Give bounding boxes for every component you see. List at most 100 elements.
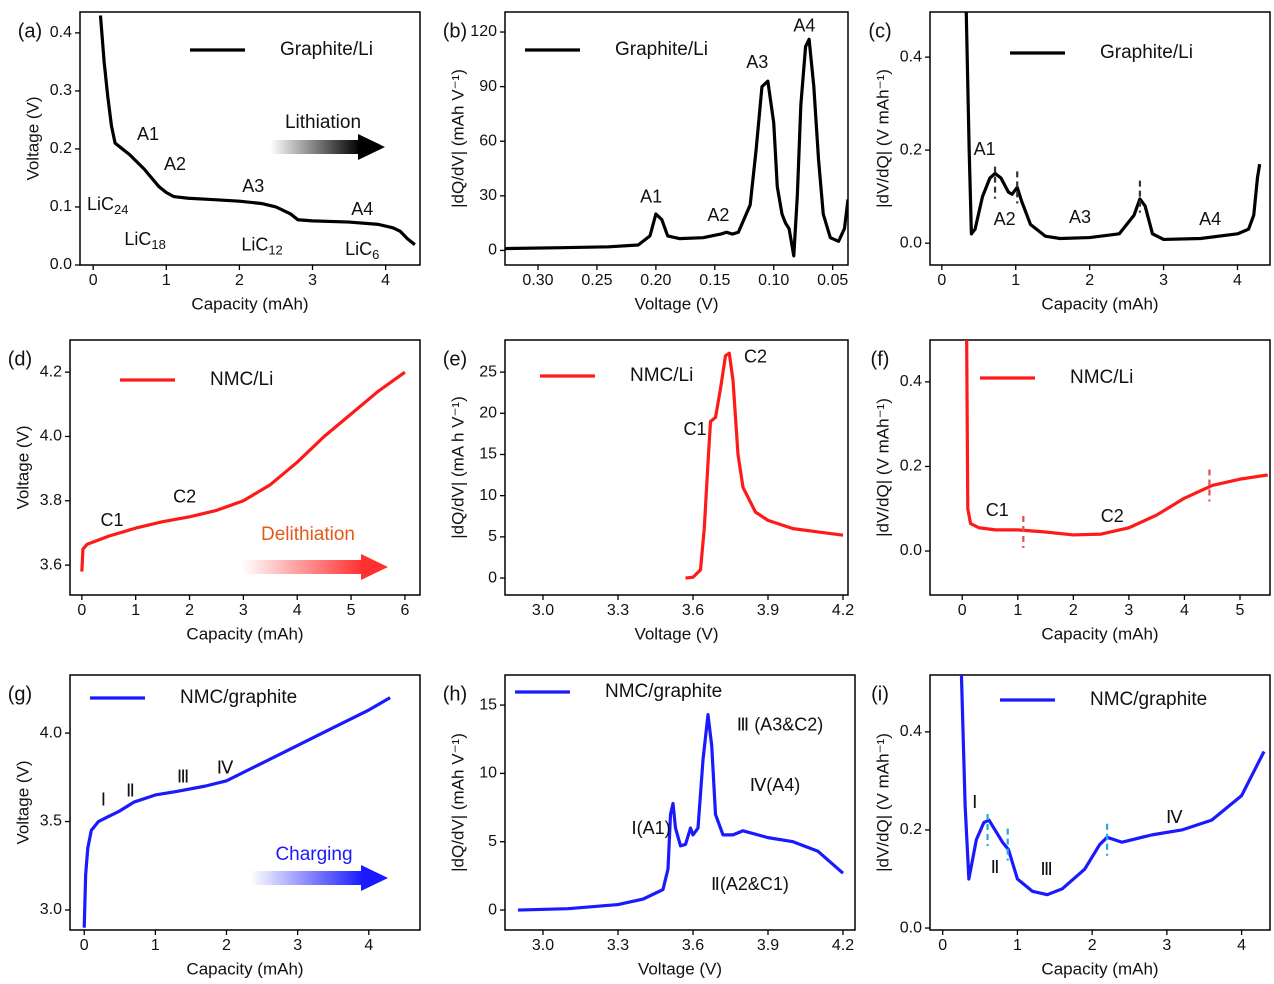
y-tick-label: 0.2: [900, 458, 922, 475]
y-tick-label: 5: [488, 528, 497, 545]
annotation-text: A4: [793, 15, 815, 35]
data-line: [685, 351, 844, 580]
data-line: [505, 37, 848, 258]
y-tick-label: 15: [479, 696, 497, 713]
annotation-text: Ⅱ: [991, 857, 1000, 877]
y-tick-label: 15: [479, 446, 497, 463]
x-tick-label: 2: [1088, 937, 1097, 954]
y-axis-label: |dV/dQ| (V mAh⁻¹): [873, 69, 892, 208]
legend-label: Graphite/Li: [280, 39, 373, 60]
x-axis-label: Voltage (V): [634, 624, 718, 643]
y-tick-label: 4.0: [40, 724, 62, 741]
annotation: A3: [242, 176, 264, 196]
direction-label: Lithiation: [285, 112, 361, 133]
y-tick-label: 0.0: [50, 256, 72, 273]
annotation: Ⅰ: [101, 789, 106, 809]
y-tick-label: 0: [488, 901, 497, 918]
annotation: A2: [164, 154, 186, 174]
x-tick-label: 2: [235, 272, 244, 289]
annotation-text: LiC: [345, 239, 372, 259]
x-tick-label: 1: [151, 937, 160, 954]
x-tick-label: 0.20: [640, 272, 671, 289]
annotation: C2: [1101, 506, 1124, 526]
annotation-text: Ⅰ(A1): [631, 818, 670, 838]
annotation: A1: [640, 186, 662, 206]
x-axis-label: Voltage (V): [634, 294, 718, 313]
y-tick-label: 3.5: [40, 813, 62, 830]
y-tick-label: 0.4: [900, 373, 922, 390]
plot-frame: [929, 674, 1271, 931]
annotation: A1: [974, 139, 996, 159]
panel: 0 1 2 3 4 5 0.0 0.2 0.4 Capacity (mAh) |dV/dQ| (V …: [871, 339, 1271, 643]
y-tick-label: 60: [479, 132, 497, 149]
annotation-subscript: 18: [151, 237, 165, 252]
x-axis-label: Voltage (V): [638, 959, 722, 978]
panel-label: (c): [868, 20, 891, 42]
y-axis-label: |dQ/dV| (mAh V⁻¹): [448, 733, 467, 872]
panel-label: (f): [871, 348, 890, 370]
x-tick-label: 3: [293, 937, 302, 954]
y-tick-label: 0.3: [50, 82, 72, 99]
legend-label: NMC/Li: [630, 365, 693, 386]
annotation: A3: [746, 52, 768, 72]
annotation: C2: [173, 486, 196, 506]
x-tick-label: 6: [400, 602, 409, 619]
y-tick-label: 0.4: [50, 24, 72, 41]
annotation: A2: [994, 209, 1016, 229]
x-tick-label: 3.3: [607, 602, 629, 619]
x-tick-label: 1: [1011, 272, 1020, 289]
y-axis-label: Voltage (V): [13, 425, 32, 509]
y-tick-label: 25: [479, 363, 497, 380]
x-tick-label: 0: [80, 937, 89, 954]
panel: 0.30 0.25 0.20 0.15 0.10 0.05 0 30 60 90 120 Voltag…: [443, 11, 849, 313]
y-tick-label: 90: [479, 78, 497, 95]
x-tick-label: 3.9: [757, 937, 779, 954]
annotation: C1: [100, 510, 123, 530]
annotation: Ⅳ: [217, 757, 234, 777]
panel-label: (h): [443, 683, 467, 705]
plot-frame: [79, 11, 421, 266]
annotation: Ⅲ (A3&C2): [737, 714, 823, 734]
x-tick-label: 3: [239, 602, 248, 619]
data-line: [80, 370, 406, 572]
y-axis-label: |dV/dQ| (V mAh⁻¹): [873, 398, 892, 537]
x-tick-label: 4: [293, 602, 302, 619]
annotation: Ⅱ(A2&C1): [711, 874, 789, 894]
x-tick-label: 0: [938, 937, 947, 954]
y-tick-label: 10: [479, 487, 497, 504]
annotation: Ⅱ: [126, 780, 135, 800]
x-axis-label: Capacity (mAh): [186, 959, 303, 978]
x-tick-label: 0.25: [581, 272, 612, 289]
x-tick-label: 4: [1233, 272, 1242, 289]
x-tick-label: 2: [1069, 602, 1078, 619]
y-tick-label: 4.0: [40, 428, 62, 445]
data-line: [964, 12, 1262, 242]
annotation: Ⅰ: [972, 792, 977, 812]
arrow-head: [358, 134, 385, 160]
plot-frame: [504, 339, 849, 596]
y-tick-label: 20: [479, 405, 497, 422]
legend-label: NMC/Li: [210, 369, 273, 390]
annotation: Ⅲ: [177, 766, 189, 786]
annotation: Ⅳ(A4): [750, 775, 801, 795]
annotation-text: LiC: [241, 234, 268, 254]
arrow-head: [361, 554, 388, 580]
annotation-text: LiC: [124, 229, 151, 249]
x-tick-label: 5: [347, 602, 356, 619]
x-tick-label: 0: [89, 272, 98, 289]
x-tick-label: 2: [185, 602, 194, 619]
legend-label: NMC/graphite: [605, 681, 722, 702]
panel: 3.0 3.3 3.6 3.9 4.2 0 5 10 15 Voltage (V) |dQ/dV| …: [443, 674, 856, 978]
x-tick-label: 0: [77, 602, 86, 619]
y-tick-label: 5: [488, 833, 497, 850]
annotation-text: A3: [242, 176, 264, 196]
y-tick-label: 3.8: [40, 492, 62, 509]
annotation: A2: [707, 205, 729, 225]
panel: 0 1 2 3 4 5 6 3.6 3.8 4.0 4.2 Capacity (mAh) Voltage…: [8, 339, 421, 643]
x-tick-label: 3.6: [682, 937, 704, 954]
annotation: A4: [1199, 209, 1221, 229]
x-tick-label: 3: [1159, 272, 1168, 289]
